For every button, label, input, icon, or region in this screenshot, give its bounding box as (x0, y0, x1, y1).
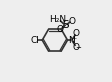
Text: O: O (56, 25, 63, 34)
Text: −: − (75, 45, 81, 51)
Text: H₂N: H₂N (49, 15, 66, 24)
Text: +: + (71, 36, 76, 41)
Text: N: N (69, 36, 75, 45)
Text: O: O (68, 17, 75, 26)
Text: S: S (62, 20, 69, 30)
Text: O: O (72, 29, 79, 38)
Text: O: O (72, 43, 79, 52)
Text: Cl: Cl (31, 36, 40, 45)
